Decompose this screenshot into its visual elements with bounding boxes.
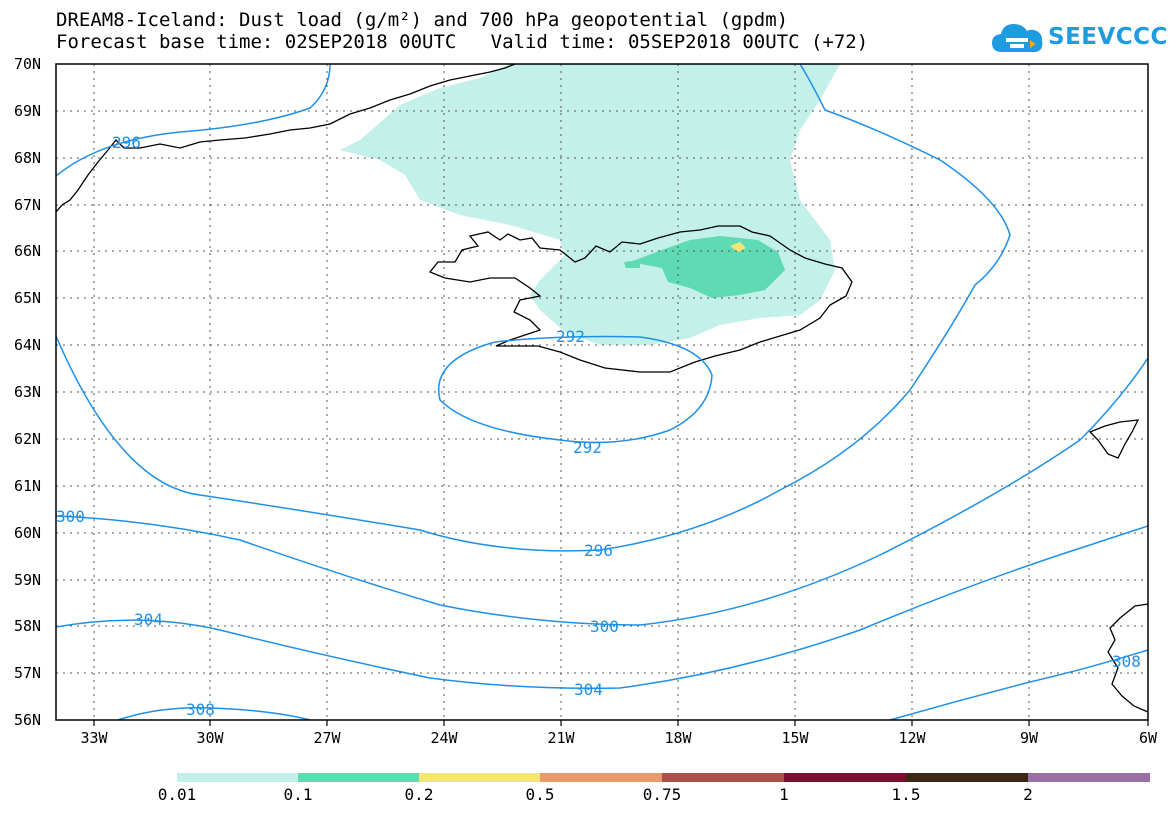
map-title: DREAM8-Iceland: Dust load (g/m²) and 700… — [56, 9, 789, 31]
svg-text:308: 308 — [1112, 652, 1141, 671]
lat-label: 59N — [14, 571, 41, 589]
map-frame — [55, 63, 1149, 721]
lat-label: 62N — [14, 430, 41, 448]
lat-label: 68N — [14, 149, 41, 167]
svg-text:300: 300 — [56, 507, 85, 526]
colorbar-swatch — [906, 773, 1028, 782]
svg-text:296: 296 — [112, 133, 141, 152]
scotland-coast — [1107, 603, 1148, 713]
lat-label: 60N — [14, 524, 41, 542]
colorbar-label: 2 — [1023, 785, 1033, 804]
lat-label: 63N — [14, 383, 41, 401]
contour-308 — [117, 707, 311, 720]
contour-292-east — [56, 64, 1011, 552]
svg-text:308: 308 — [186, 700, 215, 719]
lon-label: 21W — [547, 729, 575, 747]
colorbar: 0.01 0.1 0.2 0.5 0.75 1 1.5 2 — [158, 773, 1150, 804]
svg-text:292: 292 — [556, 327, 585, 346]
colorbar-swatch — [1028, 773, 1150, 782]
faroe-coast — [1088, 419, 1140, 459]
lon-label: 24W — [430, 729, 458, 747]
colorbar-label: 1 — [779, 785, 789, 804]
axis-ticks — [93, 720, 1149, 726]
svg-text:296: 296 — [584, 541, 613, 560]
lat-label: 67N — [14, 196, 41, 214]
contour-292-loop — [438, 335, 713, 444]
colorbar-swatch — [298, 773, 419, 782]
lat-label: 56N — [14, 711, 41, 729]
lat-label: 57N — [14, 664, 41, 682]
svg-text:304: 304 — [134, 610, 163, 629]
contour-300 — [56, 357, 1148, 626]
contour-296-north — [56, 64, 331, 177]
dust-area-high — [730, 242, 746, 252]
lat-label: 69N — [14, 102, 41, 120]
colorbar-swatch — [419, 773, 540, 782]
latitude-labels: 56N 57N 58N 59N 60N 61N 62N 63N 64N 65N … — [14, 55, 41, 729]
geopotential-contours — [56, 64, 1148, 720]
lon-label: 12W — [898, 729, 926, 747]
lat-label: 70N — [14, 55, 41, 73]
colorbar-label: 1.5 — [892, 785, 921, 804]
colorbar-swatch — [662, 773, 784, 782]
longitude-labels: 33W 30W 27W 24W 21W 18W 15W 12W 9W 6W — [80, 729, 1158, 747]
contour-304 — [56, 525, 1148, 690]
graticule — [56, 64, 1148, 720]
lon-label: 9W — [1020, 729, 1039, 747]
lon-label: 27W — [313, 729, 341, 747]
lon-label: 33W — [80, 729, 108, 747]
svg-text:300: 300 — [590, 617, 619, 636]
colorbar-label: 0.01 — [158, 785, 197, 804]
svg-text:304: 304 — [574, 680, 603, 699]
lon-label: 15W — [781, 729, 809, 747]
colorbar-swatch — [540, 773, 662, 782]
colorbar-label: 0.75 — [643, 785, 682, 804]
cloud-icon — [992, 24, 1043, 52]
colorbar-label: 0.2 — [405, 785, 434, 804]
contour-labels: 296 292 292 300 296 304 300 304 308 308 — [56, 133, 1141, 719]
colorbar-swatch — [177, 773, 298, 782]
colorbar-label: 0.5 — [526, 785, 555, 804]
logo-text: SEEVCCC — [1048, 24, 1168, 50]
lon-label: 18W — [664, 729, 692, 747]
lat-label: 66N — [14, 242, 41, 260]
seevccc-logo: SEEVCCC — [990, 18, 1167, 58]
contour-308-east — [889, 649, 1148, 720]
lat-label: 65N — [14, 289, 41, 307]
lat-label: 61N — [14, 477, 41, 495]
lat-label: 64N — [14, 336, 41, 354]
lon-label: 30W — [196, 729, 224, 747]
colorbar-swatch — [784, 773, 906, 782]
coastlines — [56, 64, 1148, 713]
lat-label: 58N — [14, 617, 41, 635]
dust-area-mid — [630, 236, 785, 298]
greenland-coast — [56, 64, 516, 213]
svg-text:292: 292 — [573, 438, 602, 457]
iceland-coast — [428, 225, 853, 373]
colorbar-label: 0.1 — [284, 785, 313, 804]
lon-label: 6W — [1139, 729, 1158, 747]
map-subtitle: Forecast base time: 02SEP2018 00UTC Vali… — [56, 31, 869, 53]
